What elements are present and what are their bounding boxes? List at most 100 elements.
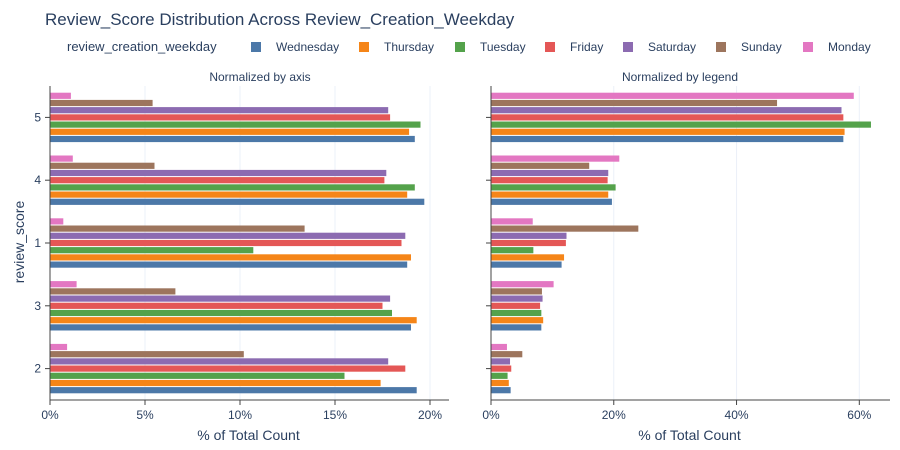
bar-saturday-score-3[interactable] <box>491 295 543 302</box>
y-tick-label: 4 <box>34 173 41 187</box>
chart-title: Review_Score Distribution Across Review_… <box>45 10 515 29</box>
y-axis-title: review_score <box>11 201 27 284</box>
legend-title: review_creation_weekday <box>67 39 217 54</box>
bar-saturday-score-4[interactable] <box>50 169 387 177</box>
bar-sunday-score-5[interactable] <box>491 99 778 107</box>
bar-sunday-score-3[interactable] <box>50 288 176 295</box>
bar-thursday-score-2[interactable] <box>50 379 381 387</box>
legend-swatch-saturday[interactable] <box>623 42 633 52</box>
bar-tuesday-score-5[interactable] <box>50 121 421 128</box>
bar-sunday-score-4[interactable] <box>491 162 590 169</box>
bar-sunday-score-5[interactable] <box>50 99 153 107</box>
bar-saturday-score-1[interactable] <box>50 232 406 239</box>
legend-swatch-thursday[interactable] <box>359 42 369 52</box>
bar-thursday-score-4[interactable] <box>50 191 408 198</box>
bar-sunday-score-2[interactable] <box>491 351 523 358</box>
y-tick-label: 2 <box>34 362 41 376</box>
bar-friday-score-1[interactable] <box>491 239 566 247</box>
panel-1: Normalized by axis 0% 5% 10% 15% 20% 2 3 1 4 5 % of… <box>34 70 449 443</box>
bar-monday-score-3[interactable] <box>50 281 77 288</box>
bar-friday-score-1[interactable] <box>50 239 402 247</box>
bar-thursday-score-1[interactable] <box>50 254 411 261</box>
bar-friday-score-2[interactable] <box>50 365 406 372</box>
bar-friday-score-5[interactable] <box>491 114 844 121</box>
bar-saturday-score-2[interactable] <box>50 358 389 365</box>
x-tick-label: 20% <box>602 408 626 422</box>
bar-monday-score-2[interactable] <box>50 343 68 351</box>
bar-monday-score-1[interactable] <box>50 218 64 225</box>
bar-sunday-score-1[interactable] <box>50 225 305 232</box>
bar-thursday-score-3[interactable] <box>491 317 544 324</box>
bar-saturday-score-1[interactable] <box>491 232 567 239</box>
legend-label-wednesday[interactable]: Wednesday <box>276 40 339 54</box>
bar-tuesday-score-5[interactable] <box>491 121 871 128</box>
subplot-title: Normalized by axis <box>209 70 310 84</box>
x-tick-label: 60% <box>847 408 871 422</box>
bar-wednesday-score-1[interactable] <box>50 261 408 268</box>
bar-wednesday-score-2[interactable] <box>50 387 417 394</box>
bar-tuesday-score-3[interactable] <box>491 309 542 317</box>
subplot-title: Normalized by legend <box>622 70 738 84</box>
legend-label-tuesday[interactable]: Tuesday <box>480 40 526 54</box>
bar-wednesday-score-4[interactable] <box>491 198 612 205</box>
legend-swatch-wednesday[interactable] <box>251 42 261 52</box>
legend-label-saturday[interactable]: Saturday <box>648 40 696 54</box>
bar-thursday-score-5[interactable] <box>491 128 845 135</box>
bar-monday-score-4[interactable] <box>50 155 73 162</box>
bar-thursday-score-1[interactable] <box>491 254 565 261</box>
bar-wednesday-score-3[interactable] <box>491 324 542 331</box>
legend-label-thursday[interactable]: Thursday <box>384 40 434 54</box>
bar-friday-score-2[interactable] <box>491 365 512 372</box>
bar-friday-score-5[interactable] <box>50 114 391 121</box>
bar-monday-score-2[interactable] <box>491 343 507 351</box>
legend-label-sunday[interactable]: Sunday <box>741 40 782 54</box>
legend-label-friday[interactable]: Friday <box>570 40 603 54</box>
bar-monday-score-5[interactable] <box>491 92 854 99</box>
legend-swatch-monday[interactable] <box>803 42 813 52</box>
bar-tuesday-score-2[interactable] <box>50 372 345 379</box>
bar-thursday-score-5[interactable] <box>50 128 410 135</box>
bar-wednesday-score-3[interactable] <box>50 324 411 331</box>
bar-saturday-score-2[interactable] <box>491 358 511 365</box>
bar-friday-score-3[interactable] <box>491 302 541 309</box>
bar-saturday-score-3[interactable] <box>50 295 391 302</box>
bar-wednesday-score-2[interactable] <box>491 387 511 394</box>
bar-saturday-score-5[interactable] <box>50 107 389 114</box>
bar-tuesday-score-4[interactable] <box>50 184 415 191</box>
bar-monday-score-1[interactable] <box>491 218 533 225</box>
bar-friday-score-3[interactable] <box>50 302 383 309</box>
bar-thursday-score-3[interactable] <box>50 317 417 324</box>
bar-thursday-score-2[interactable] <box>491 379 509 387</box>
legend-swatch-sunday[interactable] <box>716 42 726 52</box>
bar-sunday-score-3[interactable] <box>491 288 542 295</box>
bar-wednesday-score-5[interactable] <box>491 135 844 143</box>
bar-tuesday-score-1[interactable] <box>50 247 254 254</box>
x-tick-label: 0% <box>482 408 500 422</box>
legend-swatch-tuesday[interactable] <box>455 42 465 52</box>
bar-saturday-score-5[interactable] <box>491 107 842 114</box>
bar-tuesday-score-4[interactable] <box>491 184 616 191</box>
bar-sunday-score-4[interactable] <box>50 162 155 169</box>
bar-monday-score-5[interactable] <box>50 92 71 99</box>
bar-friday-score-4[interactable] <box>50 177 385 184</box>
x-tick-label: 20% <box>418 408 442 422</box>
bar-friday-score-4[interactable] <box>491 177 608 184</box>
x-axis-title: % of Total Count <box>197 427 300 443</box>
bar-monday-score-3[interactable] <box>491 281 554 288</box>
bar-monday-score-4[interactable] <box>491 155 620 162</box>
bar-sunday-score-2[interactable] <box>50 351 244 358</box>
legend-label-monday[interactable]: Monday <box>828 40 871 54</box>
bar-thursday-score-4[interactable] <box>491 191 609 198</box>
bar-tuesday-score-3[interactable] <box>50 309 392 317</box>
bar-wednesday-score-1[interactable] <box>491 261 562 268</box>
bar-tuesday-score-2[interactable] <box>491 372 508 379</box>
legend-swatch-friday[interactable] <box>545 42 555 52</box>
bar-tuesday-score-1[interactable] <box>491 247 534 254</box>
bar-wednesday-score-5[interactable] <box>50 135 415 143</box>
bar-wednesday-score-4[interactable] <box>50 198 425 205</box>
bar-saturday-score-4[interactable] <box>491 169 609 177</box>
y-tick-label: 1 <box>34 236 41 250</box>
bar-sunday-score-1[interactable] <box>491 225 639 232</box>
